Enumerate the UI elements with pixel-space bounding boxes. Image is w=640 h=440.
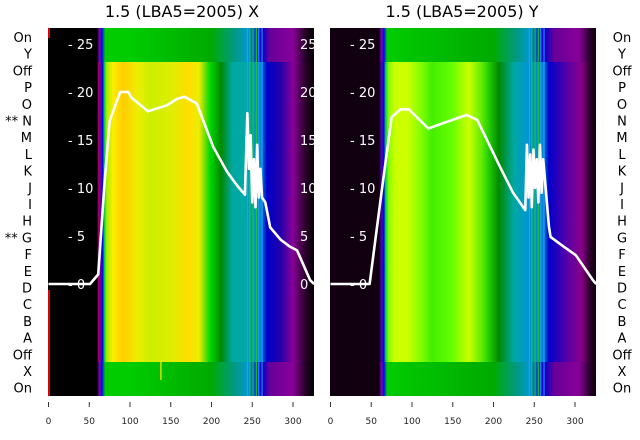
- row-label-left: F: [25, 248, 32, 263]
- row-label-right: F: [618, 248, 625, 263]
- panel-title-x: 1.5 (LBA5=2005) X: [105, 2, 259, 21]
- row-label-left: Y: [23, 48, 32, 63]
- row-label-left: On: [14, 382, 32, 397]
- x-tick-label: 300: [566, 417, 583, 427]
- x-tick-label: 50: [366, 417, 378, 427]
- x-tick-label: 250: [526, 417, 543, 427]
- row-label-left: Off: [13, 64, 33, 79]
- flag-mark: [48, 290, 50, 396]
- y-tick-label-overflow: 25: [300, 38, 317, 53]
- x-tick-label: 0: [46, 417, 52, 427]
- y-tick-label: - 25: [350, 38, 375, 53]
- row-label-left: I: [28, 198, 32, 213]
- panel-gap: [315, 20, 330, 400]
- y-tick-label: - 15: [350, 134, 375, 149]
- row-label-left: O: [22, 98, 32, 113]
- x-tick-label: 100: [403, 417, 420, 427]
- row-label-left: L: [25, 148, 33, 163]
- row-label-left: A: [23, 332, 32, 347]
- row-label-right: On: [613, 31, 631, 46]
- row-label-left: K: [23, 165, 32, 180]
- panel-y-polarization: - 0 - 5 - 10 - 15 - 20 - 25 0 50 100 150 200 250 300: [328, 28, 598, 427]
- row-label-right: P: [618, 81, 626, 96]
- row-label-left: B: [23, 315, 32, 330]
- x-tick-label: 250: [244, 417, 261, 427]
- y-tick-label-overflow: 15: [300, 134, 317, 149]
- x-tick-label: 150: [162, 417, 179, 427]
- row-label-right: J: [619, 181, 624, 196]
- y-tick-label: - 15: [68, 134, 93, 149]
- row-label-right: Y: [617, 48, 626, 63]
- y-tick-label: - 0: [350, 278, 367, 293]
- y-tick-label: - 5: [350, 230, 367, 245]
- row-label-right: L: [618, 148, 626, 163]
- row-label-right: X: [618, 365, 627, 380]
- row-label-right: On: [613, 382, 631, 397]
- y-tick-label: - 25: [68, 38, 93, 53]
- row-label-left: ** N: [5, 115, 32, 130]
- row-label-left: Off: [13, 348, 33, 363]
- main-band: [48, 62, 314, 362]
- x-tick-label: 50: [84, 417, 96, 427]
- series-line-Y: [330, 107, 598, 286]
- y-tick-label-overflow: 10: [300, 182, 317, 197]
- row-label-right: M: [616, 131, 627, 146]
- row-label-right: Off: [612, 348, 632, 363]
- y-tick-label-overflow: 0: [300, 278, 308, 293]
- row-label-left: J: [27, 181, 32, 196]
- row-label-right: D: [617, 282, 627, 297]
- row-label-right: N: [617, 115, 627, 130]
- y-tick-label: - 5: [68, 230, 85, 245]
- row-label-left: C: [23, 298, 32, 313]
- x-tick-label: 100: [121, 417, 138, 427]
- row-label-left: X: [23, 365, 32, 380]
- flag-mark: [48, 28, 50, 38]
- row-label-right: G: [617, 231, 627, 246]
- main-band: [330, 62, 596, 362]
- flag-mark: [160, 362, 162, 380]
- y-tick-label: - 20: [350, 86, 375, 101]
- row-label-right: C: [617, 298, 626, 313]
- row-label-right: K: [618, 165, 627, 180]
- row-label-left: H: [22, 215, 32, 230]
- y-tick-label: - 0: [68, 278, 85, 293]
- y-tick-label: - 20: [68, 86, 93, 101]
- row-label-right: E: [618, 265, 626, 280]
- y-tick-label-overflow: 5: [300, 230, 308, 245]
- panel-x-polarization: - 0 0- 5 5- 10 10- 15 15- 20 20- 25 250 50 100 15…: [46, 28, 317, 427]
- y-tick-label: - 10: [68, 182, 93, 197]
- row-label-right: Off: [612, 64, 632, 79]
- row-label-right: H: [617, 215, 627, 230]
- row-label-left: D: [22, 282, 32, 297]
- row-label-right: I: [620, 198, 624, 213]
- row-label-left: P: [24, 81, 32, 96]
- row-label-left: E: [24, 265, 32, 280]
- x-tick-label: 200: [203, 417, 220, 427]
- series-line-X: [48, 90, 316, 286]
- row-label-right: O: [617, 98, 627, 113]
- x-tick-label: 300: [284, 417, 301, 427]
- row-label-left: ** G: [5, 231, 32, 246]
- panel-title-y: 1.5 (LBA5=2005) Y: [385, 2, 538, 21]
- row-label-left: M: [21, 131, 32, 146]
- row-label-right: A: [618, 332, 627, 347]
- row-label-left: On: [14, 31, 32, 46]
- row-label-right: B: [618, 315, 627, 330]
- x-tick-label: 200: [485, 417, 502, 427]
- x-tick-label: 150: [444, 417, 461, 427]
- y-tick-label-overflow: 20: [300, 86, 317, 101]
- y-tick-label: - 10: [350, 182, 375, 197]
- x-tick-label: 0: [328, 417, 334, 427]
